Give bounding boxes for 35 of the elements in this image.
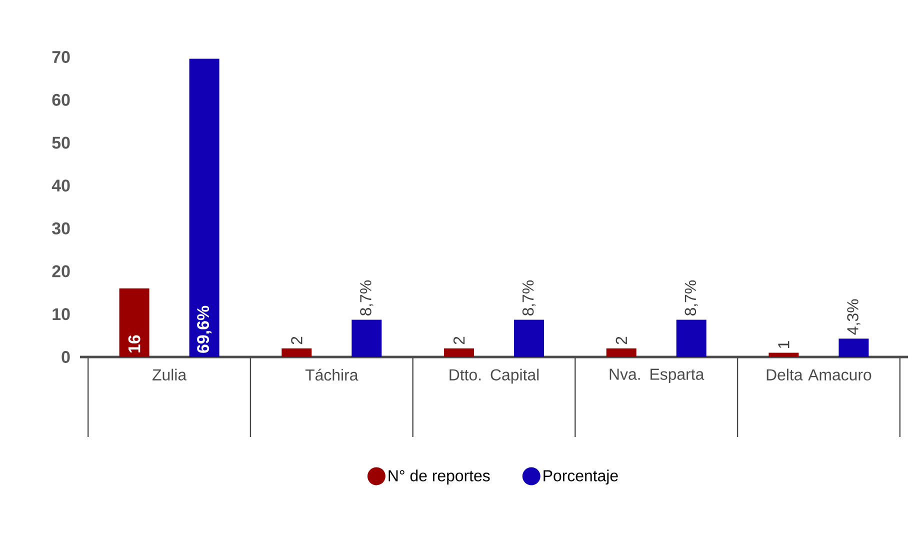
- data-label: 8,7%: [522, 280, 536, 316]
- data-label: 8,7%: [684, 280, 698, 316]
- bar: [514, 320, 544, 357]
- data-label: 1: [778, 341, 790, 348]
- y-tick-label: 40: [52, 180, 70, 192]
- y-tick-label: 70: [52, 51, 70, 63]
- bar: [444, 348, 474, 357]
- bar: [352, 320, 382, 357]
- data-label: 2: [291, 336, 302, 344]
- y-tick-label: 30: [52, 222, 70, 234]
- legend-label: Porcentaje: [544, 470, 618, 485]
- x-tick-label: Delta Amacuro: [766, 368, 872, 380]
- bar: [838, 338, 869, 357]
- data-label: 2: [453, 336, 465, 344]
- bar: [282, 348, 312, 357]
- legend-label: N° de reportes: [388, 470, 490, 485]
- x-tick-label: Nva. Esparta: [610, 368, 704, 384]
- y-tick-label: 20: [52, 265, 70, 278]
- y-tick-label: 10: [52, 308, 70, 320]
- bar: [676, 320, 706, 357]
- data-label: 2: [616, 336, 627, 344]
- x-tick-label: Zulia: [152, 368, 187, 380]
- bar: [119, 288, 150, 357]
- data-label: 8,7%: [360, 280, 374, 316]
- bar: [606, 348, 636, 357]
- bar: [768, 352, 799, 357]
- data-label: 16: [128, 335, 140, 352]
- data-label: 69,6%: [197, 306, 212, 353]
- x-tick-label: Táchira: [305, 368, 358, 381]
- y-tick-label: 50: [52, 136, 70, 149]
- x-tick-label: Dtto. Capital: [450, 368, 539, 384]
- bar: [189, 58, 220, 357]
- y-tick-label: 0: [62, 351, 70, 363]
- data-label: 4,3%: [847, 299, 860, 335]
- y-tick-label: 60: [52, 94, 70, 106]
